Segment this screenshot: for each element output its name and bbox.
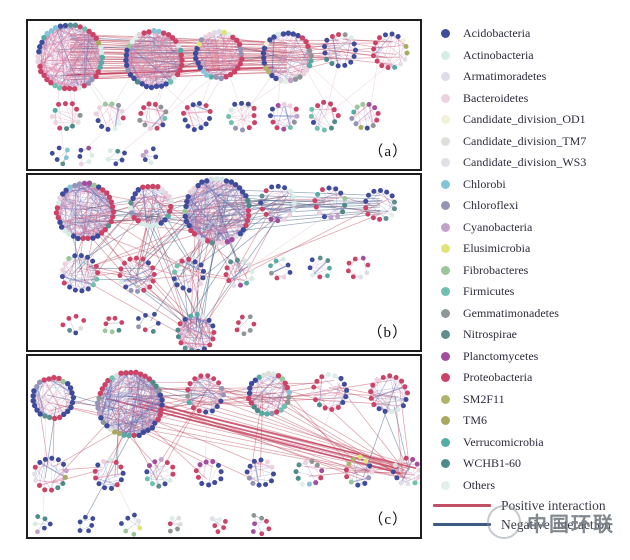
- legend-item-label: Chloroflexi: [463, 198, 519, 213]
- network-svg-c: [30, 369, 420, 537]
- legend-item-label: Verrucomicrobia: [463, 434, 544, 449]
- legend-dot: [441, 136, 450, 146]
- legend-item: Others: [441, 475, 586, 497]
- network-svg-a: [35, 22, 410, 167]
- legend-item: Bacteroidetes: [441, 88, 586, 110]
- legend-dot: [441, 308, 450, 318]
- legend-item-label: Candidate_division_WS3: [463, 155, 587, 170]
- legend-item: Verrucomicrobia: [441, 432, 586, 454]
- panel-label-a: （a）: [368, 140, 408, 161]
- legend-item-label: Proteobacteria: [463, 370, 533, 385]
- legend-dot: [441, 480, 450, 490]
- legend-dot: [441, 373, 450, 383]
- legend-dot: [441, 29, 450, 39]
- legend-item: Armatimoradetes: [441, 66, 586, 88]
- legend-item-label: Elusimicrobia: [463, 241, 531, 256]
- panel-c: （c）: [26, 354, 422, 539]
- legend-item-label: SM2F11: [463, 391, 505, 406]
- positive-interaction-label: Positive interaction: [501, 497, 606, 513]
- legend-item: Nitrospirae: [441, 324, 586, 346]
- interaction-legend: Positive interaction Negative interactio…: [433, 496, 611, 534]
- legend-dot: [441, 394, 450, 404]
- panel-a: （a）: [26, 19, 422, 171]
- legend-dot: [441, 330, 450, 340]
- legend-dot: [441, 50, 450, 60]
- legend-item: Chlorobi: [441, 174, 586, 196]
- legend-item-label: Candidate_division_OD1: [463, 112, 586, 127]
- legend-dot: [441, 351, 450, 361]
- legend-dot: [441, 265, 450, 275]
- legend-item: Actinobacteria: [441, 45, 586, 67]
- legend-item: Acidobacteria: [441, 23, 586, 45]
- legend-item: Planctomycetes: [441, 346, 586, 368]
- legend-dot: [441, 222, 450, 232]
- legend-item-label: Planctomycetes: [463, 348, 539, 363]
- legend-item-label: Others: [463, 477, 495, 492]
- legend-dot: [441, 115, 450, 125]
- panel-b: （b）: [26, 173, 422, 352]
- legend-dot: [441, 287, 450, 297]
- legend-item: Elusimicrobia: [441, 238, 586, 260]
- legend-item: TM6: [441, 410, 586, 432]
- legend-dot: [441, 201, 450, 211]
- phyla-legend: Acidobacteria Actinobacteria Armatimoradet…: [441, 23, 586, 496]
- legend-item: Firmicutes: [441, 281, 586, 303]
- legend-dot: [441, 72, 450, 82]
- negative-interaction-row: Negative interaction: [433, 515, 611, 534]
- legend-item-label: Armatimoradetes: [463, 69, 547, 84]
- panel-label-c: （c）: [368, 508, 408, 529]
- legend-dot: [441, 158, 450, 168]
- legend-dot: [441, 179, 450, 189]
- legend-item-label: Cyanobacteria: [463, 219, 533, 234]
- panel-label-b: （b）: [367, 321, 408, 342]
- legend-item-label: Candidate_division_TM7: [463, 133, 587, 148]
- legend-item: Candidate_division_WS3: [441, 152, 586, 174]
- legend-item: WCHB1-60: [441, 453, 586, 475]
- legend-dot: [441, 93, 450, 103]
- legend-dot: [441, 459, 450, 469]
- legend-item: Gemmatimonadetes: [441, 303, 586, 325]
- legend-item-label: Bacteroidetes: [463, 90, 529, 105]
- legend-item: Fibrobacteres: [441, 260, 586, 282]
- legend-item: Cyanobacteria: [441, 217, 586, 239]
- legend-item: Proteobacteria: [441, 367, 586, 389]
- legend-item: Candidate_division_TM7: [441, 131, 586, 153]
- negative-line-swatch: [433, 523, 491, 526]
- legend-item: SM2F11: [441, 389, 586, 411]
- legend-item-label: Nitrospirae: [463, 327, 517, 342]
- legend-item-label: Chlorobi: [463, 176, 506, 191]
- legend-item-label: Fibrobacteres: [463, 262, 529, 277]
- positive-line-swatch: [433, 504, 491, 507]
- legend-item: Chloroflexi: [441, 195, 586, 217]
- legend-item-label: WCHB1-60: [463, 456, 521, 471]
- legend-item: Candidate_division_OD1: [441, 109, 586, 131]
- legend-dot: [441, 416, 450, 426]
- legend-item-label: Acidobacteria: [463, 26, 531, 41]
- negative-interaction-label: Negative interaction: [501, 516, 611, 532]
- legend-item-label: Actinobacteria: [463, 47, 534, 62]
- legend-item-label: TM6: [463, 413, 487, 428]
- legend-item-label: Firmicutes: [463, 284, 515, 299]
- positive-interaction-row: Positive interaction: [433, 496, 611, 515]
- legend-dot: [441, 244, 450, 254]
- network-svg-b: [53, 176, 397, 350]
- legend-item-label: Gemmatimonadetes: [463, 305, 559, 320]
- legend-dot: [441, 437, 450, 447]
